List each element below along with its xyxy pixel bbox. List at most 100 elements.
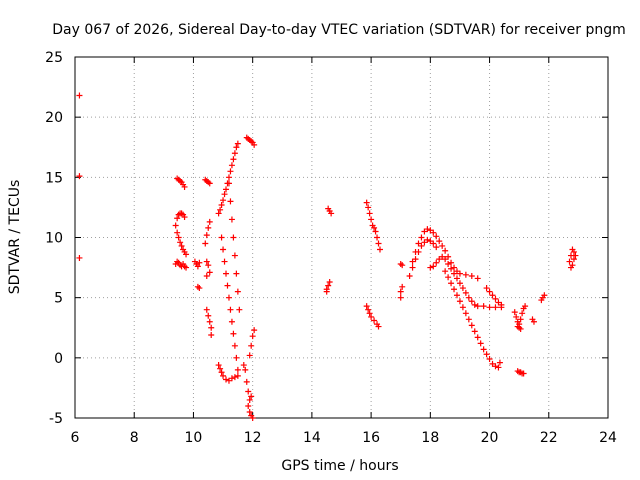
data-point — [567, 264, 574, 271]
data-point — [451, 286, 458, 293]
data-point — [215, 362, 222, 369]
data-point — [203, 273, 210, 280]
series-arc_9.5_upper — [174, 175, 188, 190]
data-point — [433, 233, 440, 240]
series-arc_17.0 — [397, 260, 406, 301]
data-point — [462, 271, 469, 278]
data-point — [397, 294, 404, 301]
data-point — [223, 270, 230, 277]
data-point — [174, 215, 181, 222]
data-point — [453, 275, 460, 282]
data-point — [486, 288, 493, 295]
data-point — [221, 258, 228, 265]
series-arc_9.5_loop — [172, 210, 190, 258]
data-point — [178, 242, 185, 249]
data-point — [516, 324, 523, 331]
data-point — [205, 312, 212, 319]
x-tick-label: 10 — [185, 430, 203, 446]
data-point — [471, 301, 478, 308]
data-point — [246, 396, 253, 403]
data-point — [326, 279, 333, 286]
data-point — [242, 366, 249, 373]
data-point — [196, 259, 203, 266]
data-point — [459, 285, 466, 292]
data-point — [448, 265, 455, 272]
data-point — [225, 174, 232, 181]
data-point — [234, 288, 241, 295]
data-point — [456, 280, 463, 287]
data-point — [397, 288, 404, 295]
y-tick-label: 25 — [45, 50, 63, 66]
series-arc_22.8 — [566, 246, 579, 271]
data-point — [492, 295, 499, 302]
data-point — [462, 289, 469, 296]
data-point — [366, 310, 373, 317]
data-point — [202, 240, 209, 247]
data-point — [227, 306, 234, 313]
data-point — [203, 232, 210, 239]
x-tick-label: 14 — [303, 430, 321, 446]
data-point — [530, 318, 537, 325]
data-point — [375, 323, 382, 330]
data-point — [451, 270, 458, 277]
data-point — [453, 292, 460, 299]
data-point — [368, 313, 375, 320]
data-point — [225, 294, 232, 301]
x-tick-label: 24 — [599, 430, 617, 446]
data-point — [572, 252, 579, 259]
series-arc_10.4_upper — [202, 176, 213, 187]
data-point — [486, 356, 493, 363]
data-point — [228, 162, 235, 169]
data-point — [474, 334, 481, 341]
data-point — [451, 264, 458, 271]
data-point — [225, 180, 232, 187]
series-arc_17.5_cluster — [406, 226, 481, 282]
data-point — [468, 322, 475, 329]
data-point — [231, 342, 238, 349]
data-point — [236, 306, 243, 313]
data-point — [365, 306, 372, 313]
data-point — [424, 226, 431, 233]
data-point — [228, 375, 235, 382]
data-point — [206, 218, 213, 225]
data-point — [409, 258, 416, 265]
data-point — [448, 259, 455, 266]
data-point — [231, 150, 238, 157]
data-point — [233, 270, 240, 277]
data-point — [205, 262, 212, 269]
data-point — [436, 238, 443, 245]
data-point — [442, 247, 449, 254]
data-point — [442, 268, 449, 275]
data-point — [246, 352, 253, 359]
data-point — [462, 310, 469, 317]
data-point — [368, 216, 375, 223]
data-point — [178, 210, 185, 217]
data-point — [76, 254, 83, 261]
data-point — [371, 317, 378, 324]
series-arc_10.1 — [191, 258, 203, 292]
x-tick-label: 22 — [540, 430, 558, 446]
series-arc_21.8 — [538, 292, 548, 304]
chart-title: Day 067 of 2026, Sidereal Day-to-day VTE… — [52, 22, 626, 38]
series-arc_10.5_low — [203, 306, 215, 338]
x-tick-label: 16 — [362, 430, 380, 446]
data-point — [206, 318, 213, 325]
series-arc_18.0_descent_a — [427, 253, 505, 311]
data-point — [218, 369, 225, 376]
series-arc_20.1 — [483, 285, 505, 308]
data-point — [76, 92, 83, 99]
data-point — [215, 210, 222, 217]
data-point — [433, 244, 440, 251]
data-point — [230, 156, 237, 163]
data-point — [251, 327, 258, 334]
data-point — [483, 285, 490, 292]
data-point — [206, 180, 213, 187]
data-point — [230, 330, 237, 337]
data-point — [570, 256, 577, 263]
grid — [75, 57, 608, 418]
data-points — [76, 92, 579, 421]
data-point — [228, 216, 235, 223]
data-point — [203, 258, 210, 265]
data-point — [456, 270, 463, 277]
data-point — [220, 197, 227, 204]
